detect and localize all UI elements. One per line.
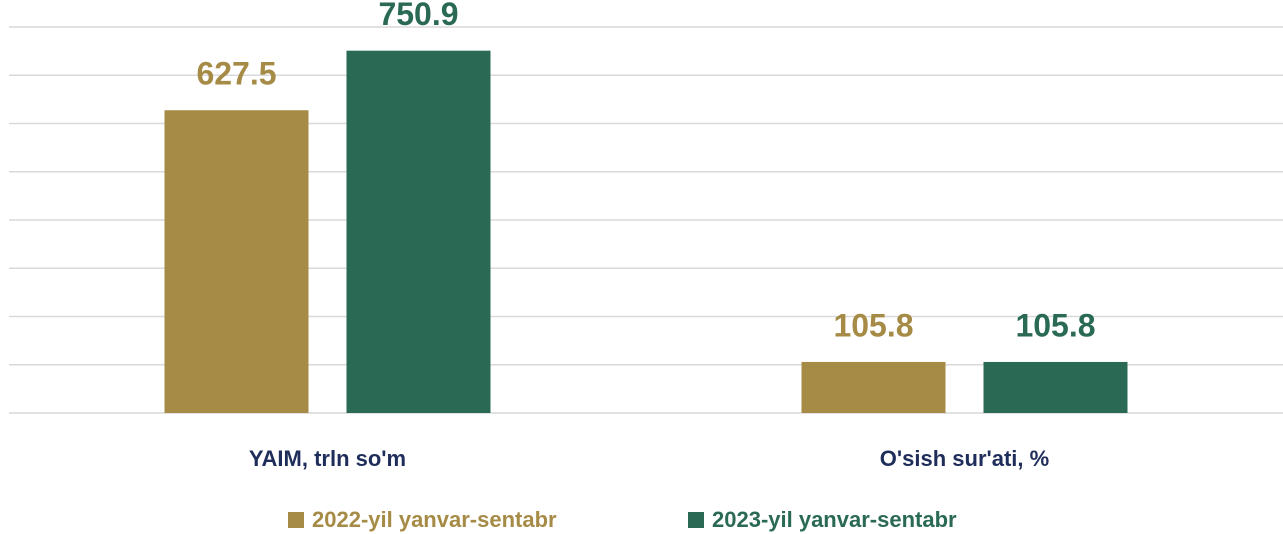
x-tick-label: O'sish sur'ati, % bbox=[880, 446, 1049, 471]
bar bbox=[164, 110, 309, 413]
bar bbox=[346, 50, 491, 414]
legend-swatch bbox=[288, 512, 304, 528]
x-tick-label: YAIM, trln so'm bbox=[249, 446, 406, 471]
legend-label: 2023-yil yanvar-sentabr bbox=[712, 507, 957, 532]
value-label: 750.9 bbox=[378, 0, 458, 32]
value-label: 105.8 bbox=[833, 307, 913, 343]
value-label: 627.5 bbox=[196, 56, 276, 92]
legend-label: 2022-yil yanvar-sentabr bbox=[312, 507, 557, 532]
bar bbox=[983, 361, 1128, 413]
legend-swatch bbox=[688, 512, 704, 528]
bar bbox=[801, 361, 946, 413]
value-label: 105.8 bbox=[1015, 307, 1095, 343]
